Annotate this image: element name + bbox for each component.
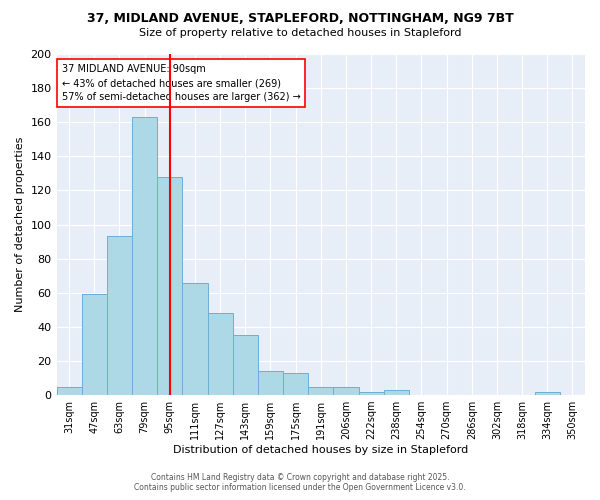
Bar [182, 282, 208, 395]
Bar [359, 392, 383, 395]
Bar [383, 390, 409, 395]
Bar [535, 392, 560, 395]
Bar [157, 177, 182, 395]
Text: Size of property relative to detached houses in Stapleford: Size of property relative to detached ho… [139, 28, 461, 38]
Bar [107, 236, 132, 395]
Y-axis label: Number of detached properties: Number of detached properties [15, 137, 25, 312]
Bar [82, 294, 107, 395]
Bar [308, 386, 334, 395]
X-axis label: Distribution of detached houses by size in Stapleford: Distribution of detached houses by size … [173, 445, 469, 455]
Bar [56, 386, 82, 395]
Text: 37 MIDLAND AVENUE: 90sqm
← 43% of detached houses are smaller (269)
57% of semi-: 37 MIDLAND AVENUE: 90sqm ← 43% of detach… [62, 64, 301, 102]
Bar [132, 117, 157, 395]
Text: 37, MIDLAND AVENUE, STAPLEFORD, NOTTINGHAM, NG9 7BT: 37, MIDLAND AVENUE, STAPLEFORD, NOTTINGH… [86, 12, 514, 26]
Bar [334, 386, 359, 395]
Text: Contains HM Land Registry data © Crown copyright and database right 2025.
Contai: Contains HM Land Registry data © Crown c… [134, 473, 466, 492]
Bar [208, 313, 233, 395]
Bar [283, 373, 308, 395]
Bar [258, 371, 283, 395]
Bar [233, 336, 258, 395]
